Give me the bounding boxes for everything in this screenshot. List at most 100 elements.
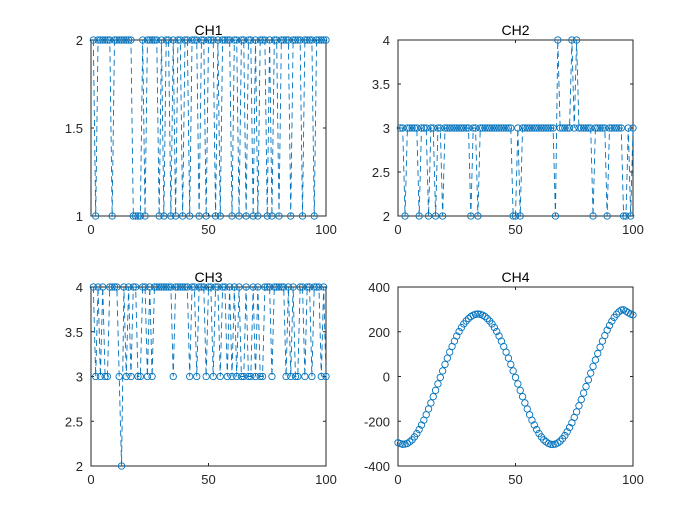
y-tick-label: 2 <box>76 459 83 474</box>
data-point <box>122 372 130 381</box>
x-tick-label: 50 <box>508 222 522 237</box>
data-point <box>106 283 114 291</box>
data-point <box>547 440 555 448</box>
data-point <box>153 283 161 291</box>
data-point <box>186 372 194 381</box>
data-point <box>596 124 604 132</box>
data-point <box>146 283 154 291</box>
data-point <box>413 124 421 132</box>
data-point <box>462 317 470 325</box>
data-point <box>242 212 250 220</box>
data-point <box>92 212 100 220</box>
data-point <box>171 212 180 220</box>
data-point <box>296 283 304 291</box>
data-point <box>558 124 567 132</box>
data-point <box>287 212 295 220</box>
data-point <box>134 212 142 220</box>
data-point <box>174 36 182 44</box>
data-point <box>580 124 588 132</box>
data-point <box>211 212 220 220</box>
data-point <box>143 36 152 44</box>
data-point <box>174 283 182 291</box>
data-point <box>591 356 600 364</box>
data-point <box>263 283 271 291</box>
data-point <box>261 283 269 291</box>
y-tick-label: 0 <box>383 370 390 385</box>
data-point <box>575 402 583 410</box>
data-point <box>629 124 637 132</box>
data-point <box>99 283 107 291</box>
data-point <box>270 36 278 44</box>
data-point <box>591 124 600 132</box>
data-point <box>99 36 107 44</box>
data-point <box>202 372 210 381</box>
data-point <box>608 124 616 132</box>
data-point <box>523 124 531 132</box>
data-point <box>608 317 616 325</box>
data-point <box>218 283 227 291</box>
x-tick-label: 0 <box>394 222 401 237</box>
data-point <box>521 399 529 407</box>
x-tick-label: 0 <box>394 472 401 487</box>
data-point <box>457 124 466 132</box>
data-point <box>525 124 534 132</box>
data-point <box>490 124 498 132</box>
data-point <box>134 372 142 381</box>
data-point <box>124 283 133 291</box>
data-point <box>521 124 529 132</box>
data-point <box>186 212 194 220</box>
data-point <box>176 36 184 44</box>
data-point <box>106 36 114 44</box>
y-tick-label: 2.5 <box>65 414 83 429</box>
data-point <box>139 36 147 44</box>
data-point <box>396 124 404 132</box>
data-point <box>261 36 269 44</box>
data-point <box>247 372 255 381</box>
data-point <box>453 124 461 132</box>
subplot-ch1: CH1 0 50 100 1 1.5 2 <box>65 22 337 237</box>
data-point <box>537 124 545 132</box>
data-point <box>188 36 196 44</box>
data-point <box>436 124 444 132</box>
data-point <box>500 124 508 132</box>
data-point <box>122 36 130 44</box>
data-point <box>530 421 538 429</box>
data-point <box>298 283 307 291</box>
data-point <box>577 395 585 404</box>
data-point <box>258 36 267 44</box>
y-tick-label: 4 <box>383 33 390 48</box>
data-point <box>434 124 442 132</box>
data-point <box>162 36 170 44</box>
data-point <box>485 124 494 132</box>
data-point <box>509 212 517 220</box>
data-point <box>294 36 302 44</box>
y-tick-label: 2.5 <box>372 165 390 180</box>
data-point <box>580 389 588 397</box>
data-point <box>216 212 224 220</box>
data-point <box>181 36 189 44</box>
data-point <box>171 283 180 291</box>
data-point <box>516 212 524 220</box>
data-point <box>493 327 501 336</box>
data-point <box>167 283 175 291</box>
data-point <box>478 124 487 132</box>
data-point <box>164 36 173 44</box>
axes-box <box>397 286 634 467</box>
data-point <box>110 283 119 291</box>
y-tick-label: 2 <box>383 209 390 224</box>
data-point <box>516 386 524 395</box>
data-point <box>169 372 177 381</box>
data-point <box>305 283 314 291</box>
data-point <box>225 283 234 291</box>
data-point <box>424 212 433 220</box>
y-tick-label: 400 <box>368 280 390 295</box>
data-point <box>115 372 123 381</box>
data-point <box>202 212 210 220</box>
data-point <box>509 367 517 375</box>
data-point <box>431 386 440 395</box>
data-point <box>577 124 585 132</box>
y-tick-label: 200 <box>368 325 390 340</box>
x-tick-label: 50 <box>508 472 522 487</box>
data-point <box>403 439 412 448</box>
data-point <box>542 124 550 132</box>
